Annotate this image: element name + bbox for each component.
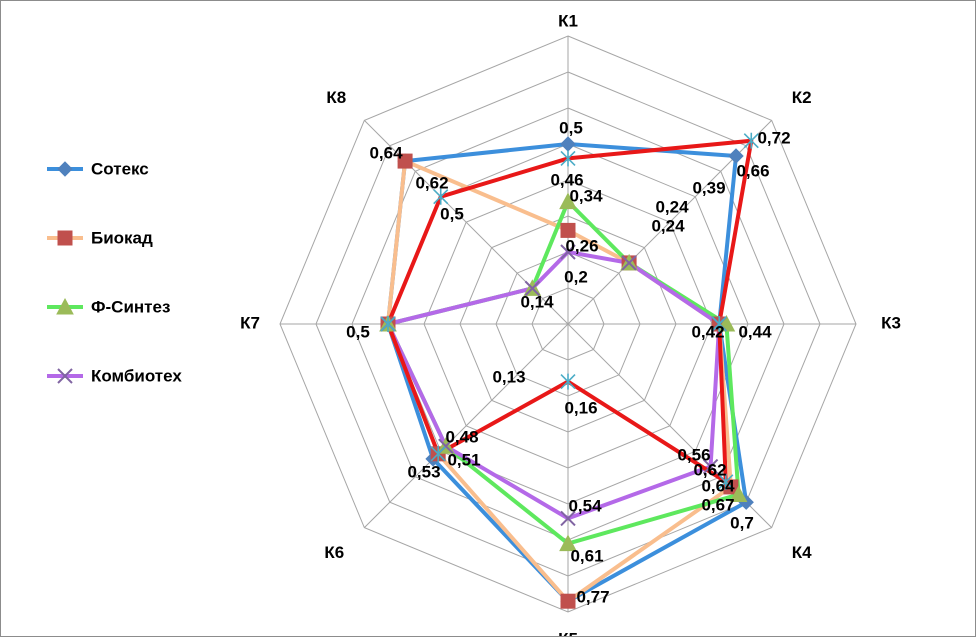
series-1-point-2 (728, 148, 744, 164)
series-5-point-5 (560, 373, 576, 390)
data-label-29: 0,62 (415, 173, 448, 192)
data-label-17: 0,7 (730, 513, 754, 532)
series-4-point-1 (560, 244, 576, 260)
data-label-15: 0,64 (701, 476, 735, 495)
series-5-point-4 (718, 473, 734, 490)
data-label-13: 0,56 (677, 445, 710, 464)
data-label-18: 0,77 (576, 587, 609, 606)
legend-marker-3 (56, 297, 74, 315)
series-5-point-6 (430, 445, 446, 462)
series-2-point-8 (397, 153, 413, 169)
data-label-16: 0,67 (701, 495, 734, 514)
series-5-point-8 (433, 188, 449, 205)
data-label-10: 0,24 (651, 216, 685, 235)
axis-label-1: К1 (558, 11, 578, 30)
data-label-22: 0,48 (445, 427, 478, 446)
legend-label-1: Сотекс (91, 159, 149, 178)
data-label-14: 0,62 (693, 460, 726, 479)
series-4-point-2-stroke-b (621, 255, 637, 271)
series-line-3 (386, 199, 741, 546)
data-label-30: 0,5 (440, 204, 464, 223)
data-label-26: 0,14 (520, 292, 554, 311)
data-label-5: 0,2 (564, 267, 588, 286)
series-2-point-5 (560, 593, 576, 609)
legend-marker-4 (57, 368, 73, 384)
series-5-point-1 (560, 150, 576, 167)
series-4-point-1-stroke-b (560, 244, 576, 260)
series-4-point-8 (524, 280, 541, 297)
axis-label-5: К5 (558, 629, 578, 636)
series-5-point-2 (743, 132, 759, 149)
data-label-25: 0,5 (346, 322, 370, 341)
data-label-3: 0,34 (569, 186, 603, 205)
axis-label-4: К4 (792, 543, 812, 562)
data-label-23: 0,51 (447, 450, 480, 469)
series-5-point-3 (711, 316, 727, 332)
data-label-27: 0,13 (492, 367, 525, 386)
legend-marker-4-stroke-b (57, 368, 73, 384)
axis-label-3: К3 (881, 313, 901, 332)
data-label-7: 0,66 (736, 161, 769, 180)
data-label-20: 0,54 (568, 496, 602, 515)
data-label-21: 0,16 (564, 398, 597, 417)
axis-label-2: К2 (792, 88, 812, 107)
data-label-6: 0,72 (757, 128, 790, 147)
series-5-point-7 (380, 316, 396, 332)
axis-label-8: К8 (326, 88, 346, 107)
series-3-point-4 (729, 485, 748, 503)
legend-marker-2 (57, 230, 73, 246)
series-4-point-2 (621, 255, 637, 271)
data-label-12: 0,44 (738, 322, 772, 341)
legend-marker-1 (57, 161, 73, 177)
data-label-4: 0,26 (565, 236, 598, 255)
data-label-1: 0,5 (559, 118, 583, 137)
series-4-point-8-stroke-b (524, 280, 541, 297)
series-3-point-5 (559, 534, 577, 552)
series-4-point-5-stroke-b (560, 510, 576, 527)
data-label-24: 0,53 (407, 462, 440, 481)
legend-label-4: Комбиотех (91, 366, 182, 385)
series-4-point-5 (560, 510, 576, 527)
data-label-8: 0,39 (692, 178, 725, 197)
series-4-point-4 (702, 458, 719, 475)
legend-label-3: Ф-Синтез (91, 297, 170, 316)
grid-spoke-6 (363, 323, 569, 529)
data-label-2: 0,46 (550, 170, 583, 189)
series-2-point-1 (560, 222, 576, 238)
axis-label-6: К6 (324, 543, 344, 562)
series-1-point-1 (560, 136, 576, 152)
data-label-19: 0,61 (570, 546, 603, 565)
axis-label-7: К7 (240, 313, 260, 332)
data-label-28: 0,64 (369, 143, 403, 162)
series-4-point-4-stroke-b (702, 458, 719, 475)
data-label-9: 0,24 (655, 197, 689, 216)
series-3-point-1 (559, 192, 577, 210)
data-label-11: 0,42 (691, 322, 724, 341)
legend-label-2: Биокад (91, 228, 153, 247)
